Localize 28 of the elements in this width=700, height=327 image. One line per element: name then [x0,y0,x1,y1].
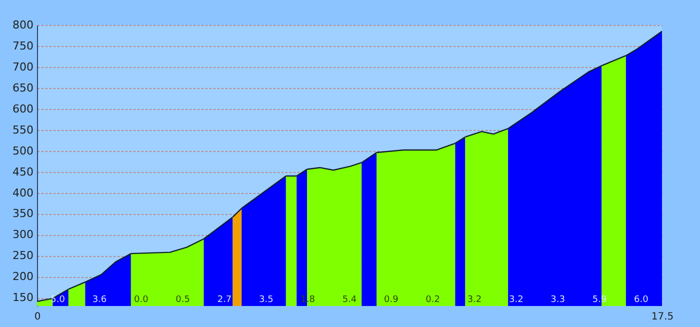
y-tick-label: 350 [12,207,34,220]
annotation: 5.4 [342,295,357,305]
x-tick-label: 17.5 [651,312,674,322]
y-tick-label: 650 [12,81,34,94]
annotation: 3.5 [259,295,274,305]
y-tick-label: 700 [12,60,34,74]
annotation: 0.2 [426,295,440,305]
y-tick-label: 500 [12,144,34,158]
y-tick-label: 300 [12,228,34,242]
annotation: 3.2 [509,295,524,305]
y-tick-label: 800 [12,18,34,32]
annotation: 3.2 [467,295,482,305]
annotation: 6.0 [634,295,649,305]
y-tick-label: 250 [12,249,34,262]
annotation: 0.5 [176,295,190,305]
annotation: 2.7 [217,295,232,305]
annotation: 3.6 [92,295,107,305]
y-tick-label: 400 [12,186,34,200]
annotation: 0.0 [134,295,149,305]
y-tick-label: 600 [12,102,34,116]
y-tick-label: 750 [12,39,34,52]
annotation: 0.9 [384,295,399,305]
x-tick-label: 0 [34,312,41,322]
y-tick-label: 550 [12,123,34,136]
annotation: 3.3 [550,295,565,305]
y-tick-label: 450 [12,165,34,178]
y-tick-label: 150 [12,291,34,304]
y-tick-label: 200 [12,270,34,284]
